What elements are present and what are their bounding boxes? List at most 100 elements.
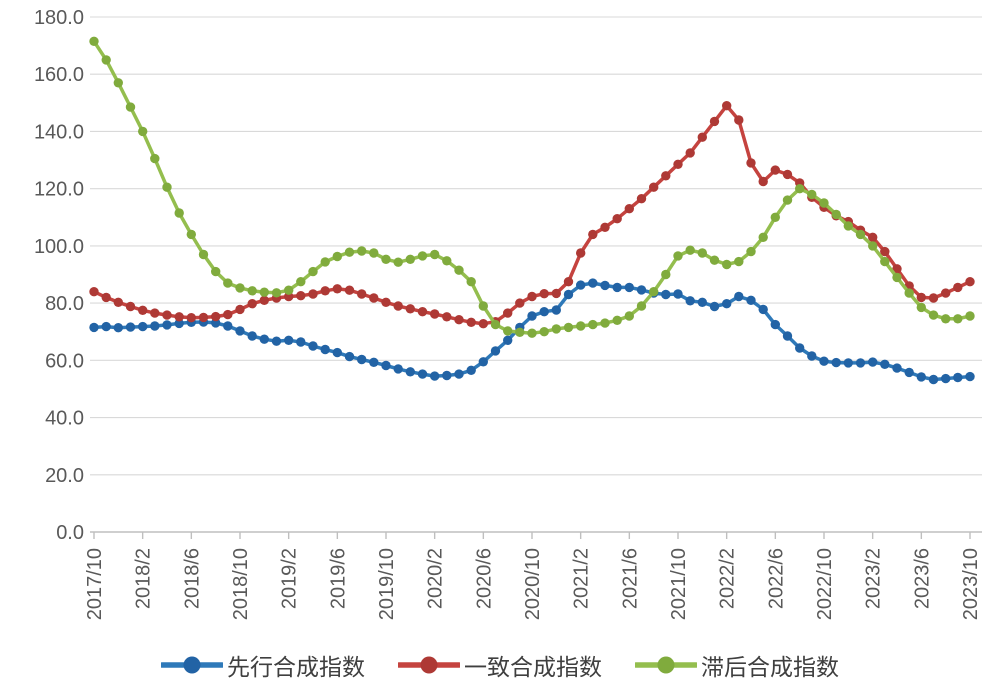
data-point-coincident: [588, 229, 598, 240]
data-point-coincident: [174, 312, 184, 322]
data-point-leading: [758, 304, 768, 315]
data-point-lagging: [770, 212, 780, 222]
data-point-lagging: [454, 265, 464, 275]
data-point-leading: [600, 280, 610, 291]
data-point-coincident: [211, 311, 221, 322]
data-point-leading: [284, 335, 294, 345]
data-point-leading: [223, 321, 233, 331]
data-point-lagging: [393, 257, 403, 267]
data-point-lagging: [734, 256, 744, 267]
data-point-lagging: [649, 287, 659, 297]
data-point-lagging: [320, 257, 330, 267]
data-point-leading: [770, 319, 780, 330]
data-point-leading: [527, 311, 537, 321]
data-point-leading: [685, 296, 695, 306]
data-point-coincident: [393, 301, 403, 311]
data-point-leading: [357, 354, 367, 365]
x-tick-label: 2018/6: [181, 548, 203, 609]
x-tick-label: 2023/2: [863, 548, 885, 609]
data-point-leading: [503, 335, 513, 345]
data-point-lagging: [807, 189, 817, 200]
y-tick-label: 160.0: [34, 64, 84, 86]
y-axis-labels: 0.0 20.0 40.0 60.0 80.0 100.0 120.0 140.0 160.0 1…: [34, 7, 84, 544]
y-tick-label: 140.0: [34, 121, 84, 143]
series-lagging: [89, 36, 975, 338]
data-point-leading: [782, 331, 793, 341]
x-tick-label: 2022/6: [765, 548, 787, 609]
data-point-leading: [235, 326, 245, 336]
data-point-lagging: [892, 272, 902, 283]
data-point-coincident: [113, 297, 124, 307]
x-axis-labels: 2017/10 2018/2 2018/6 2018/10 2019/2 2019/6 20…: [84, 548, 982, 620]
data-point-lagging: [284, 285, 294, 295]
data-point-leading: [259, 334, 269, 344]
data-point-coincident: [722, 101, 732, 111]
data-point-lagging: [466, 277, 476, 287]
data-point-leading: [953, 372, 963, 383]
data-point-lagging: [503, 326, 513, 336]
data-point-lagging: [612, 315, 622, 325]
x-tick-label: 2023/10: [960, 548, 982, 620]
data-point-coincident: [89, 287, 99, 297]
data-point-lagging: [685, 245, 695, 255]
data-point-lagging: [113, 78, 124, 88]
data-point-coincident: [941, 288, 951, 298]
data-point-leading: [478, 357, 488, 367]
data-point-lagging: [928, 310, 939, 320]
data-point-leading: [344, 351, 355, 362]
y-tick-label: 80.0: [45, 293, 84, 315]
data-point-lagging: [904, 288, 914, 298]
data-point-leading: [162, 320, 172, 330]
data-point-leading: [588, 278, 598, 288]
data-point-coincident: [466, 317, 476, 327]
x-tick-label: 2020/2: [425, 548, 447, 609]
data-point-leading: [880, 359, 890, 369]
data-point-coincident: [576, 248, 586, 258]
data-point-coincident: [928, 293, 939, 303]
data-point-lagging: [490, 319, 501, 330]
data-point-coincident: [186, 313, 196, 323]
data-point-leading: [636, 285, 647, 295]
data-point-leading: [393, 364, 403, 374]
x-tick-label: 2022/10: [814, 548, 836, 620]
data-point-leading: [150, 321, 160, 331]
data-point-leading: [271, 336, 282, 346]
data-point-lagging: [527, 328, 537, 338]
legend-label-leading: 先行合成指数: [227, 654, 365, 680]
data-point-leading: [843, 358, 853, 368]
x-tick-label: 2021/6: [619, 548, 641, 609]
series-coincident: [89, 101, 975, 329]
y-tick-label: 60.0: [45, 350, 84, 372]
y-tick-label: 120.0: [34, 179, 84, 201]
data-point-leading: [405, 367, 415, 377]
data-point-lagging: [916, 302, 926, 313]
data-point-coincident: [405, 304, 415, 314]
line-chart: 0.0 20.0 40.0 60.0 80.0 100.0 120.0 140.0 160.0 1…: [34, 7, 982, 620]
x-tick-label: 2019/2: [279, 548, 301, 609]
data-point-coincident: [357, 289, 367, 299]
x-tick-label: 2021/2: [571, 548, 593, 609]
data-point-coincident: [782, 169, 793, 180]
legend-item-leading: 先行合成指数: [161, 648, 365, 682]
legend-marker-coincident-icon: [398, 656, 460, 674]
x-tick-label: 2021/10: [668, 548, 690, 620]
data-point-lagging: [880, 256, 890, 267]
data-point-lagging: [819, 198, 829, 208]
x-tick-label: 2019/6: [327, 548, 349, 609]
data-point-leading: [941, 373, 951, 384]
data-point-coincident: [503, 308, 513, 318]
data-point-lagging: [125, 102, 136, 112]
legend-item-lagging: 滞后合成指数: [635, 648, 839, 682]
data-point-leading: [722, 299, 732, 309]
data-point-coincident: [661, 171, 671, 181]
data-point-leading: [551, 305, 561, 315]
data-point-leading: [831, 357, 841, 368]
data-point-leading: [904, 367, 914, 378]
y-tick-label: 100.0: [34, 236, 84, 258]
y-tick-label: 20.0: [45, 465, 84, 487]
data-point-coincident: [454, 315, 464, 325]
data-point-lagging: [162, 182, 172, 192]
legend-item-coincident: 一致合成指数: [398, 648, 602, 682]
data-point-coincident: [916, 292, 926, 303]
data-point-coincident: [709, 116, 720, 127]
